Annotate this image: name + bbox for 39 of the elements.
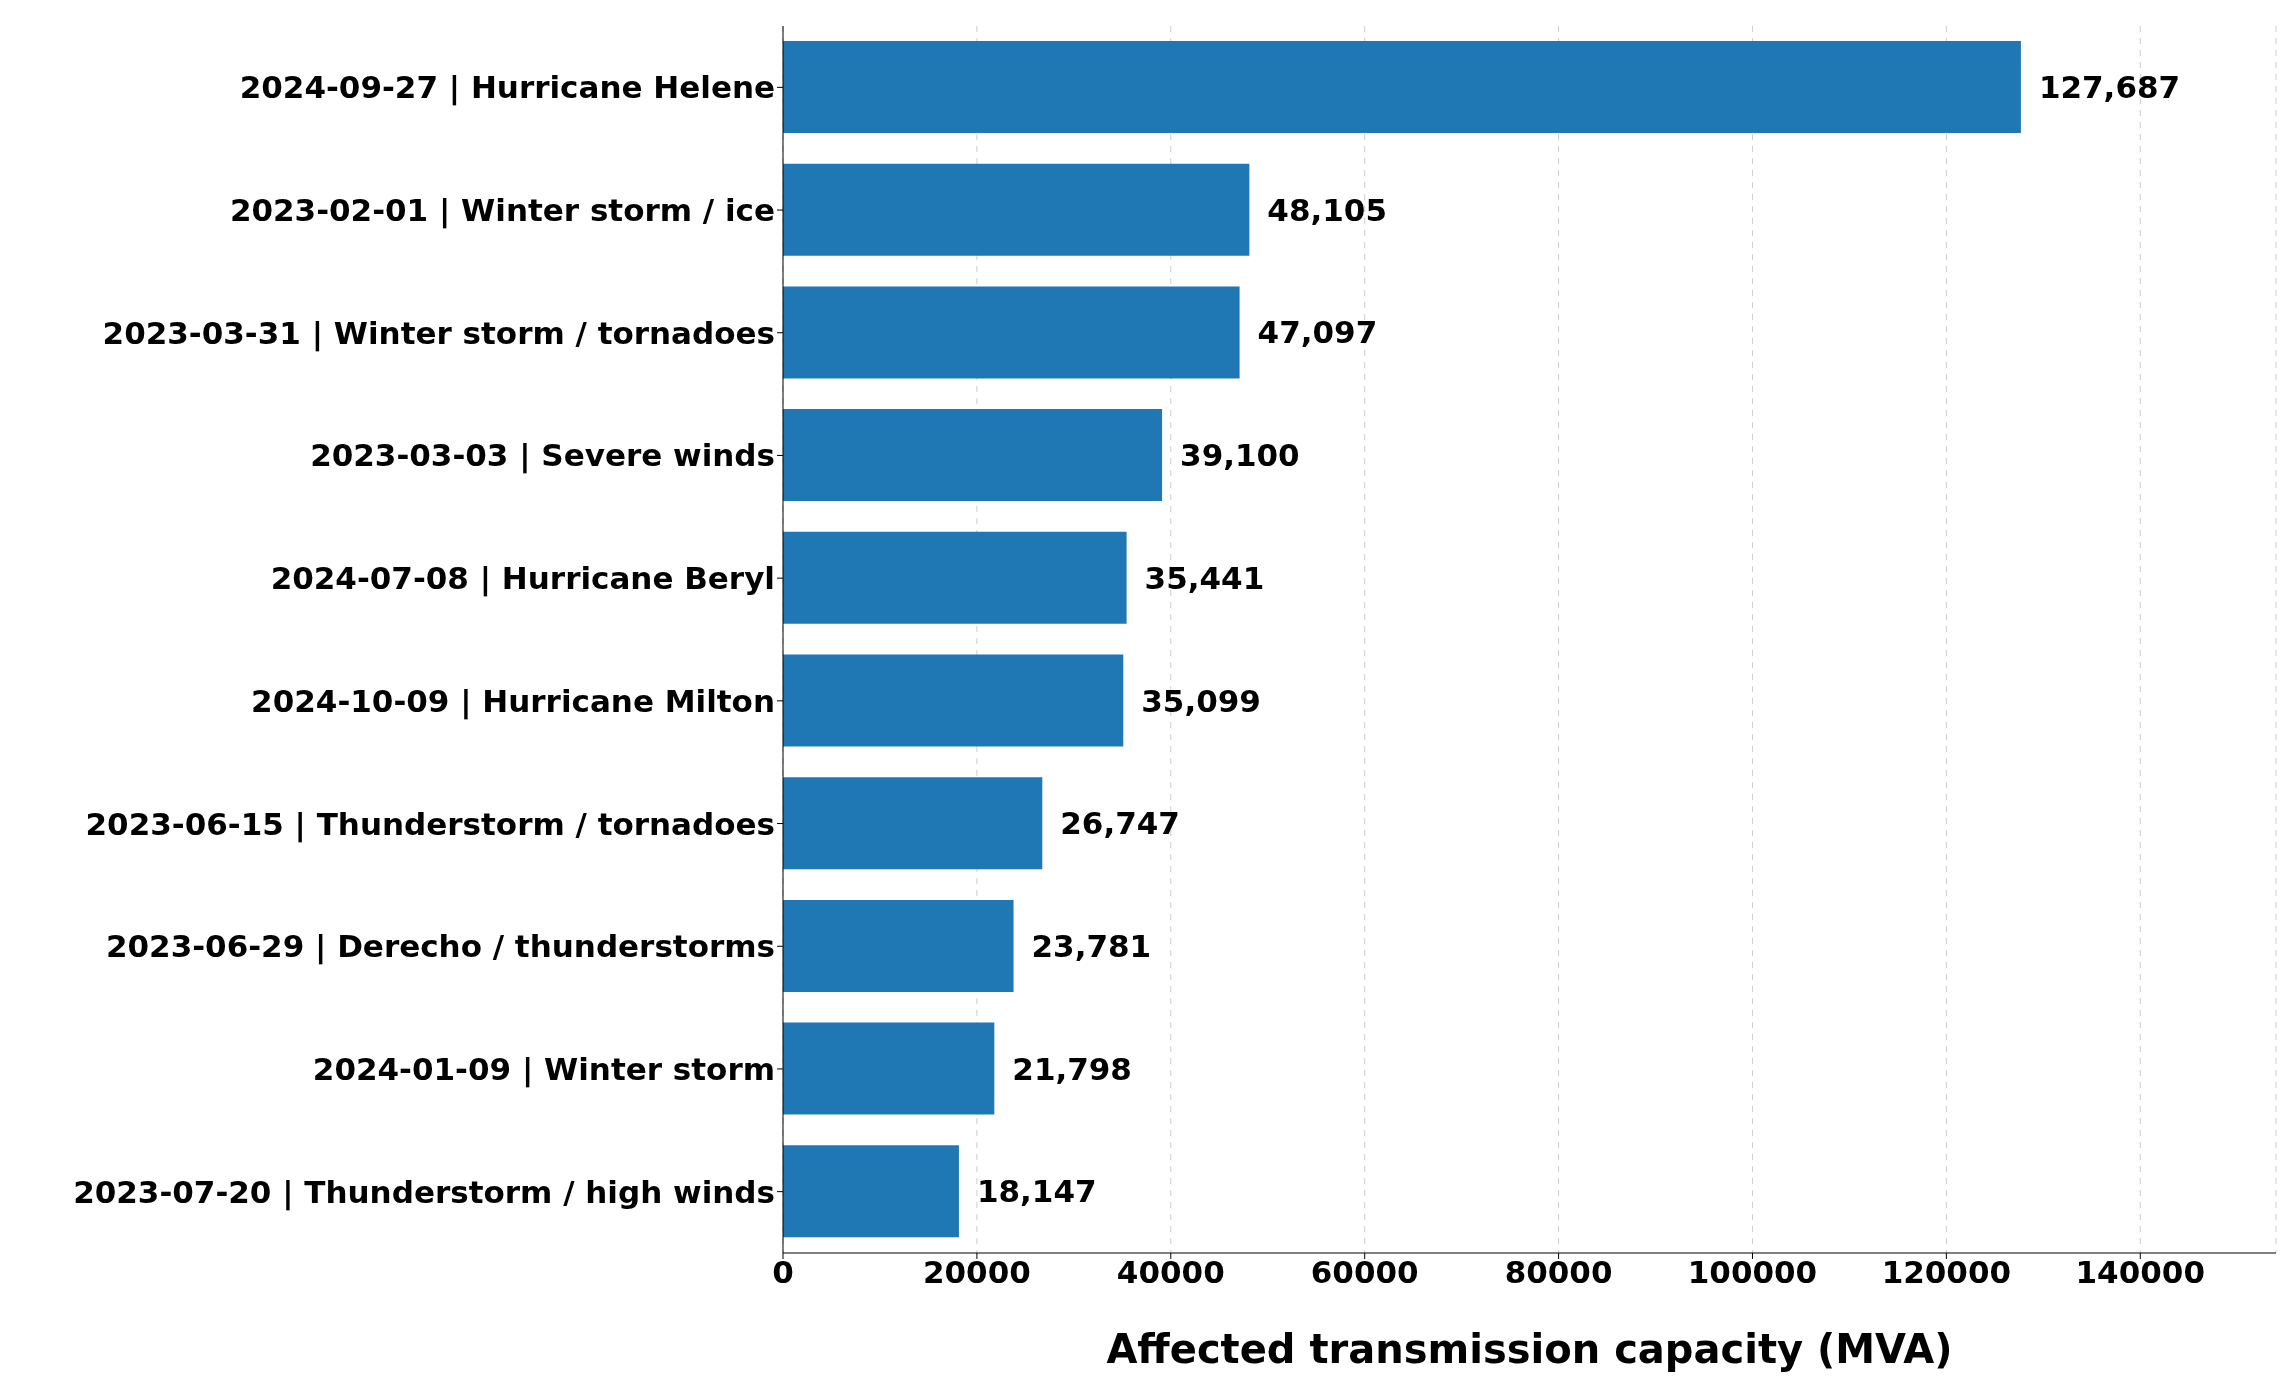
x-tick-label: 0: [772, 1254, 794, 1291]
data-label: 26,747: [1060, 805, 1180, 842]
x-tick-label: 80000: [1504, 1254, 1613, 1291]
data-label: 48,105: [1267, 191, 1388, 228]
y-tick-label: 2023-03-03 | Severe winds: [310, 437, 775, 475]
y-tick-label: 2024-01-09 | Winter storm: [312, 1050, 775, 1088]
x-tick-label: 40000: [1116, 1254, 1225, 1291]
x-tick-label: 20000: [922, 1254, 1031, 1291]
bar: [783, 41, 2021, 133]
y-tick-label: 2023-03-31 | Winter storm / tornadoes: [102, 314, 775, 352]
bar: [783, 654, 1124, 747]
bar: [783, 899, 1014, 992]
data-label: 23,781: [1031, 927, 1152, 964]
x-tick-label: 120000: [1881, 1254, 2012, 1291]
data-label: 18,147: [976, 1173, 1097, 1210]
x-tick-label: 100000: [1687, 1254, 1818, 1291]
data-label: 35,099: [1141, 682, 1261, 719]
bar: [783, 409, 1163, 502]
data-label: 39,100: [1180, 437, 1300, 474]
data-label: 21,798: [1012, 1050, 1132, 1087]
y-tick-label: 2023-06-29 | Derecho / thunderstorms: [105, 928, 775, 966]
y-tick-label: 2023-02-01 | Winter storm / ice: [229, 192, 775, 230]
bar: [783, 1022, 995, 1115]
x-axis-title: Affected transmission capacity (MVA): [1106, 1326, 1953, 1372]
x-tick-label: 60000: [1310, 1254, 1419, 1291]
y-tick-label: 2024-07-08 | Hurricane Beryl: [270, 560, 775, 598]
bar: [783, 531, 1127, 624]
data-label: 47,097: [1257, 314, 1378, 351]
bar: [783, 777, 1043, 870]
x-tick-label: 140000: [2075, 1254, 2205, 1291]
bar: [783, 1145, 959, 1238]
data-label: 35,441: [1144, 559, 1265, 596]
y-tick-label: 2024-10-09 | Hurricane Milton: [251, 682, 775, 720]
bar: [783, 286, 1240, 379]
y-tick-label: 2024-09-27 | Hurricane Helene: [239, 69, 775, 107]
bar: [783, 163, 1250, 256]
data-label: 127,687: [2038, 69, 2181, 105]
y-tick-label: 2023-07-20 | Thunderstorm / high winds: [73, 1173, 775, 1211]
y-tick-label: 2023-06-15 | Thunderstorm / tornadoes: [85, 805, 775, 843]
